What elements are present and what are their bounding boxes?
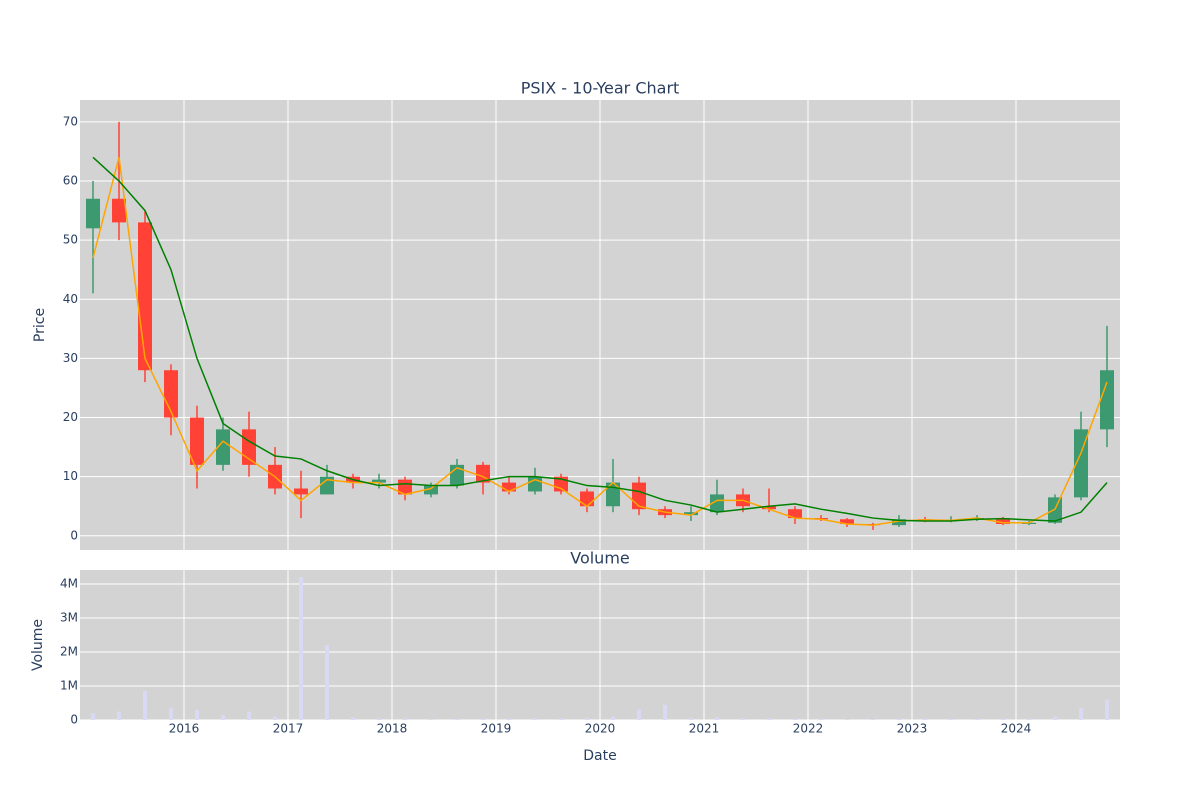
volume-bar	[377, 718, 381, 720]
volume-bar	[1079, 708, 1083, 720]
volume-bar	[923, 718, 927, 720]
volume-bar	[559, 718, 563, 720]
volume-bar	[819, 718, 823, 720]
volume-bar	[1027, 718, 1031, 720]
candle-body	[632, 482, 646, 510]
candle-body	[112, 198, 126, 223]
y-tick-label: 30	[63, 351, 78, 365]
volume-bar	[455, 718, 459, 720]
x-tick-label: 2019	[481, 722, 512, 736]
y-tick-label: 2M	[60, 644, 78, 658]
x-tick-label: 2016	[169, 722, 200, 736]
volume-bar	[507, 718, 511, 720]
candle-body	[788, 509, 802, 519]
candle-body	[190, 417, 204, 465]
volume-bar	[689, 717, 693, 720]
candle-body	[710, 494, 724, 513]
candle-body	[1100, 370, 1114, 430]
candle-body	[1074, 429, 1088, 498]
candle-body	[372, 479, 386, 483]
x-tick-label: 2022	[793, 722, 824, 736]
volume-bar	[481, 718, 485, 720]
volume-bar	[351, 717, 355, 720]
volume-bar	[949, 718, 953, 720]
y-tick-label: 40	[63, 292, 78, 306]
y-tick-label: 4M	[60, 576, 78, 590]
x-tick-label: 2021	[689, 722, 720, 736]
y-tick-label: 0	[70, 713, 78, 727]
candle-body	[86, 198, 100, 229]
volume-bar	[663, 704, 667, 720]
candle-body	[1048, 497, 1062, 523]
volume-bar	[117, 711, 121, 720]
x-tick-label: 2017	[273, 722, 304, 736]
volume-bar	[91, 713, 95, 720]
chart-title: PSIX - 10-Year Chart	[521, 79, 680, 98]
volume-bar	[585, 717, 589, 720]
price-y-title: Price	[32, 308, 48, 342]
volume-bar	[533, 717, 537, 720]
volume-bar	[273, 716, 277, 720]
volume-bar	[325, 645, 329, 720]
x-tick-label: 2020	[585, 722, 616, 736]
y-tick-label: 0	[70, 528, 78, 542]
volume-bar	[221, 714, 225, 720]
volume-y-title: Volume	[30, 619, 46, 671]
volume-bar	[1053, 716, 1057, 720]
volume-bar	[195, 709, 199, 720]
candle-body	[996, 518, 1010, 524]
volume-bar	[845, 718, 849, 720]
y-tick-label: 3M	[60, 610, 78, 624]
x-title: Date	[583, 748, 616, 764]
candle-body	[684, 512, 698, 516]
volume-title: Volume	[570, 549, 630, 568]
volume-bar	[247, 711, 251, 720]
candle-body	[762, 506, 776, 510]
candle-body	[216, 429, 230, 465]
candle-body	[320, 476, 334, 495]
y-tick-label: 50	[63, 233, 78, 247]
y-tick-label: 1M	[60, 678, 78, 692]
y-tick-label: 70	[63, 114, 78, 128]
volume-bar	[169, 708, 173, 720]
candle-body	[502, 482, 516, 492]
volume-bar	[1105, 699, 1109, 720]
volume-bar	[611, 716, 615, 720]
candle-body	[840, 519, 854, 524]
candle-body	[892, 519, 906, 526]
volume-bar	[429, 718, 433, 720]
candle-body	[424, 485, 438, 495]
candle-body	[138, 222, 152, 371]
volume-bar	[871, 718, 875, 720]
x-tick-label: 2018	[377, 722, 408, 736]
x-tick-label: 2023	[897, 722, 928, 736]
volume-bar	[767, 718, 771, 720]
candle-body	[294, 488, 308, 495]
y-tick-label: 20	[63, 410, 78, 424]
volume-bar	[741, 717, 745, 720]
volume-bar	[715, 717, 719, 720]
volume-bar	[975, 718, 979, 720]
volume-bar	[897, 718, 901, 720]
y-tick-label: 60	[63, 174, 78, 188]
volume-bar	[793, 718, 797, 720]
volume-bar	[637, 709, 641, 720]
x-tick-label: 2024	[1001, 722, 1032, 736]
volume-bar	[1001, 718, 1005, 720]
volume-bar	[143, 691, 147, 720]
y-tick-label: 10	[63, 469, 78, 483]
volume-bar	[403, 718, 407, 720]
volume-bar	[299, 577, 303, 720]
moving-average	[92, 156, 1108, 522]
candle-body	[580, 491, 594, 507]
moving-average	[92, 157, 1108, 526]
